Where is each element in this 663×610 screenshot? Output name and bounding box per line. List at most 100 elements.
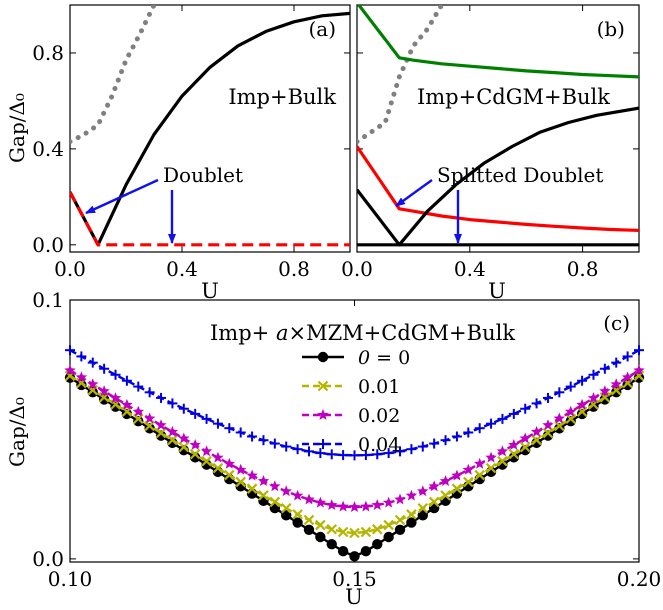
- panel-c-data-point: [224, 423, 235, 434]
- panel-b-frame: [356, 4, 640, 253]
- panel-c-data-point: [291, 489, 304, 501]
- panel-c-data-point: [64, 364, 76, 376]
- panel-c-data-point: [542, 419, 554, 431]
- panel-a-arrow-left: [85, 178, 159, 215]
- panel-a-label: (a): [308, 17, 336, 41]
- panel-c-data-point: [599, 394, 611, 405]
- legend-label: 0.01: [358, 376, 400, 398]
- panel-c-data-point: [224, 469, 235, 481]
- panel-c-data-point: [486, 418, 497, 429]
- panel-c-data-point: [303, 524, 315, 535]
- panel-c-data-point: [634, 345, 644, 356]
- panel-c-data-point: [349, 527, 360, 539]
- legend-marker: [317, 351, 329, 363]
- panel-c-data-point: [406, 517, 417, 528]
- panel-c-data-point: [621, 371, 634, 383]
- panel-c-data-point: [201, 459, 212, 470]
- panel-c-data-point: [257, 475, 270, 486]
- panel-c-legend: 0 = 0 0.01 0.02 0.04: [302, 347, 410, 456]
- panel-c-data-point: [417, 510, 428, 521]
- panel-c-ytick-label: 0.1: [32, 288, 64, 312]
- panel-c-data-point: [508, 408, 519, 419]
- panel-c-data-point: [76, 379, 87, 391]
- panel-c-data-point: [315, 448, 326, 459]
- panel-c-ytick-label: 0.0: [32, 547, 64, 571]
- panel-a: 0.0 0.4 0.80.00.40.8 (a) Imp+Bulk Doublet …: [5, 4, 351, 303]
- panel-a-xtick-label: 0.4: [166, 257, 198, 281]
- panel-c-series-line: [69, 376, 640, 558]
- panel-c-data-point: [348, 501, 361, 512]
- panel-a-y-axis-label: Gap/Δ₀: [5, 93, 29, 163]
- panel-c-data-point: [178, 403, 189, 414]
- panel-c-data-point: [508, 439, 520, 450]
- panel-a-annotation: Imp+Bulk: [228, 85, 336, 109]
- panel-c-data-point: [610, 378, 622, 390]
- panel-c-data-point: [406, 509, 417, 520]
- panel-b-plot: 0.0 0.4 0.8: [341, 5, 639, 281]
- panel-c-data-point: [519, 441, 531, 453]
- panel-c-data-point: [497, 455, 508, 467]
- panel-c-data-point: [360, 450, 371, 461]
- panel-c-data-point: [303, 493, 315, 505]
- panel-c-data-point: [451, 431, 462, 442]
- panel-c-data-point: [98, 385, 110, 397]
- panel-c-data-point: [417, 485, 429, 497]
- panel-c-data-point: [474, 469, 485, 481]
- legend-label: 0.02: [358, 405, 400, 427]
- panel-c-data-point: [463, 427, 474, 438]
- panel-c-data-point: [565, 405, 577, 417]
- panel-c-data-point: [110, 369, 121, 380]
- panel-a-ytick-label: 0.0: [32, 233, 64, 257]
- panel-c-data-point: [65, 345, 75, 356]
- panel-a-arrow-label: Doublet: [163, 163, 243, 187]
- panel-c-xtick-label: 0.20: [617, 567, 662, 591]
- panel-c-data-point: [212, 418, 223, 429]
- panel-c-data-point: [371, 523, 383, 535]
- panel-c-data-point: [155, 419, 167, 431]
- panel-c-data-point: [337, 545, 349, 557]
- panel-a-plot: 0.0 0.4 0.8 0.0 0.4 0.8: [32, 5, 350, 281]
- panel-c-data-point: [292, 509, 303, 520]
- panel-c-x-axis-label: U: [345, 585, 363, 609]
- panel-c-data-point: [576, 398, 588, 410]
- panel-c-data-point: [474, 423, 485, 434]
- panel-b-xtick-label: 0.8: [567, 257, 599, 281]
- panel-c-data-point: [485, 462, 497, 474]
- panel-c-data-point: [281, 441, 292, 452]
- panel-c-data-point: [565, 415, 576, 427]
- panel-c-data-point: [633, 372, 645, 383]
- panel-c-series-line: [69, 349, 640, 457]
- panel-c-data-point: [87, 357, 98, 368]
- panel-c-data-point: [212, 462, 224, 474]
- panel-c-data-point: [315, 531, 326, 543]
- panel-c-data-point: [440, 490, 451, 501]
- panel-c-data-point: [531, 437, 542, 449]
- panel-c-data-point: [280, 485, 292, 497]
- panel-c-data-point: [417, 502, 429, 514]
- panel-c-data-point: [462, 463, 474, 475]
- panel-c-data-point: [247, 431, 258, 442]
- legend-label: 0 = 0: [358, 347, 410, 369]
- panel-c-data-point: [520, 403, 531, 414]
- panel-c-data-point: [258, 490, 269, 501]
- panel-c-data-point: [303, 514, 315, 526]
- panel-c-data-point: [429, 438, 440, 449]
- panel-c-data-point: [383, 531, 394, 543]
- panel-c-data-point: [360, 526, 372, 538]
- panel-c-series-line: [69, 369, 640, 509]
- panel-a-x-axis-label: U: [201, 279, 219, 303]
- panel-c-data-point: [212, 451, 224, 463]
- panel-c-data-point: [133, 381, 144, 392]
- panel-b-series-line: [357, 5, 639, 79]
- panel-b-x-axis-label: U: [488, 279, 506, 303]
- panel-c-data-point: [360, 500, 372, 512]
- panel-c-data-point: [121, 375, 132, 386]
- panel-c-data-point: [99, 363, 110, 374]
- panel-c-data-point: [394, 524, 406, 535]
- panel-c-data-point: [189, 448, 201, 460]
- panel-a-xtick-label: 0.8: [278, 257, 310, 281]
- panel-c-data-point: [110, 401, 121, 412]
- panel-c-data-point: [337, 526, 349, 538]
- panel-c-data-point: [463, 476, 474, 488]
- panel-c-data-point: [394, 514, 406, 526]
